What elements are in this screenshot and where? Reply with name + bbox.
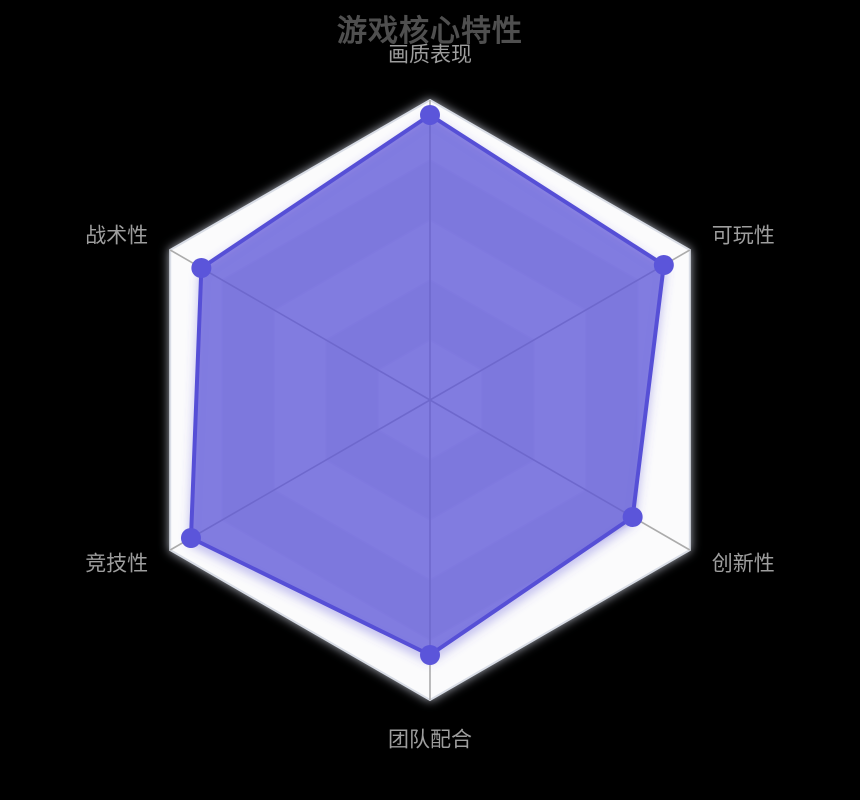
axis-label-5: 战术性 [85, 225, 148, 248]
data-point-0[interactable] [420, 105, 440, 125]
data-point-1[interactable] [653, 255, 674, 275]
axis-label-4: 竞技性 [85, 553, 148, 576]
axis-label-0: 画质表现 [388, 44, 472, 67]
data-point-5[interactable] [191, 258, 212, 278]
axis-label-3: 团队配合 [388, 729, 472, 752]
chart-title: 游戏核心特性 [337, 15, 523, 48]
data-points [180, 105, 674, 665]
axis-label-1: 可玩性 [712, 225, 775, 248]
data-point-3[interactable] [420, 645, 440, 665]
axis-label-2: 创新性 [712, 553, 775, 576]
data-point-2[interactable] [622, 507, 643, 527]
data-point-4[interactable] [180, 528, 201, 548]
